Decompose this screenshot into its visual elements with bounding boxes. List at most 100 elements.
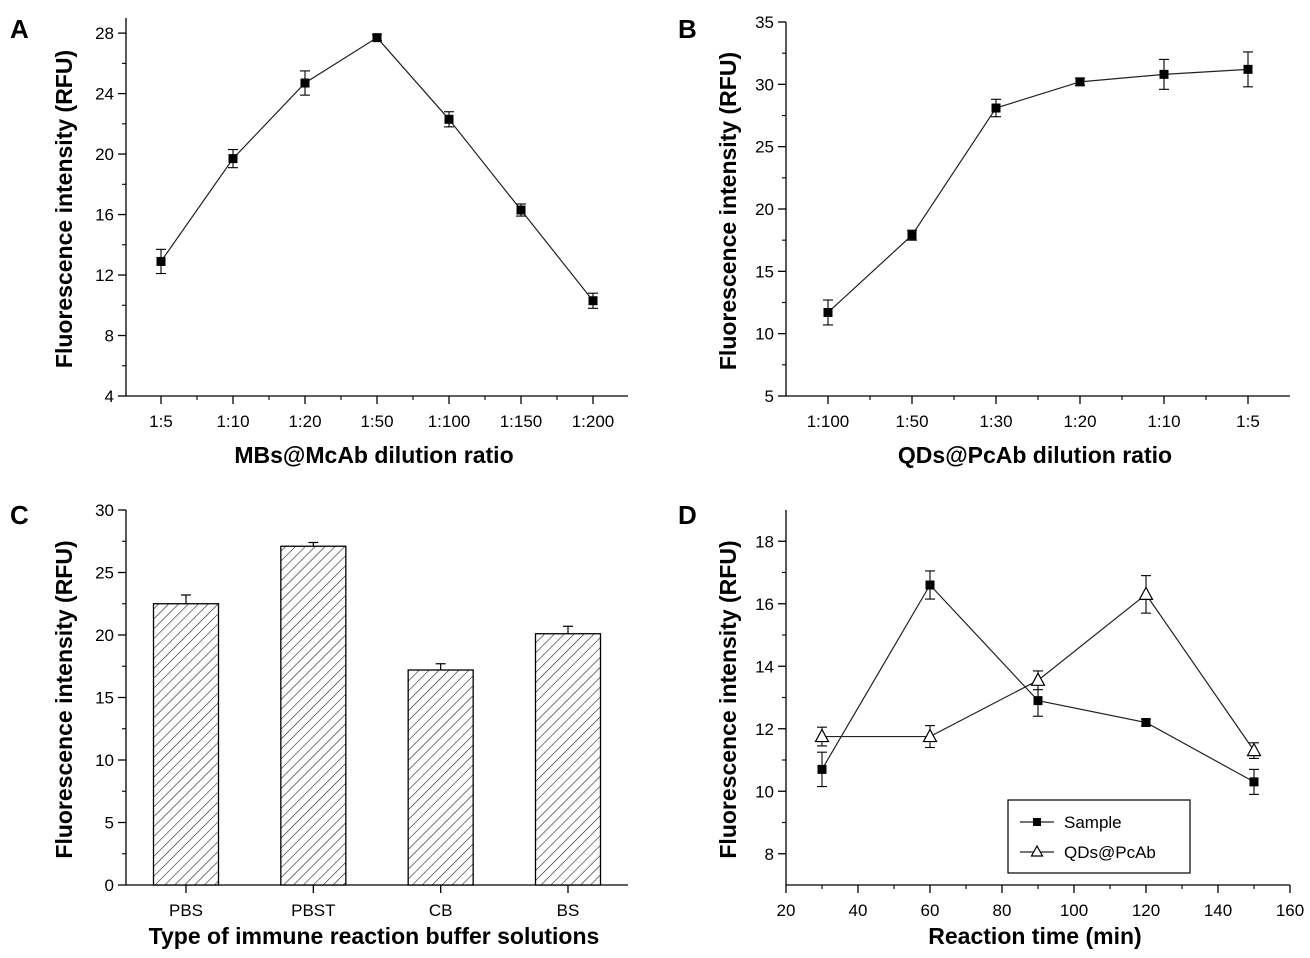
data-point: [588, 296, 598, 306]
y-tick-label: 16: [755, 595, 774, 614]
data-point: [1033, 696, 1043, 706]
x-tick-label: 140: [1204, 901, 1232, 920]
legend-box: [1007, 799, 1191, 874]
y-tick-label: 20: [755, 200, 774, 219]
y-tick-label: 15: [95, 689, 114, 708]
x-tick-label: BS: [557, 901, 580, 920]
x-tick-label: 1:50: [895, 412, 928, 431]
x-tick-label: 1:20: [1063, 412, 1096, 431]
y-tick-label: 5: [765, 387, 774, 406]
panel-b: B 5 10 15 20 25 30 35 1:100 1:50 1:30 1:20 1:10 1:5 QD…: [678, 13, 1290, 468]
panel-letter: C: [10, 500, 29, 530]
y-axis-title: Fluorescence intensity (RFU): [51, 540, 77, 858]
y-tick-label: 24: [95, 85, 114, 104]
x-tick-label: PBS: [169, 901, 203, 920]
data-point: [823, 307, 833, 317]
data-point: [991, 103, 1001, 113]
data-point: [228, 154, 238, 164]
data-point: [156, 256, 166, 266]
data-point: [1075, 77, 1085, 87]
data-point: [817, 764, 827, 774]
data-point: [814, 728, 830, 743]
x-tick-label: 60: [921, 901, 940, 920]
data-point: [925, 580, 935, 590]
y-tick-label: 10: [95, 751, 114, 770]
data-point: [1159, 69, 1169, 79]
y-tick-label: 12: [755, 720, 774, 739]
x-axis-title: Reaction time (min): [928, 923, 1141, 949]
y-tick-label: 15: [755, 262, 774, 281]
y-tick-label: 20: [95, 626, 114, 645]
y-axis-title: Fluorescence intensity (RFU): [715, 52, 741, 370]
x-tick-label: CB: [429, 901, 453, 920]
legend-marker: [1033, 818, 1041, 826]
y-tick-label: 0: [105, 876, 114, 895]
panel-d: D 8 10 12 14 16 18 20 40 60 80 100 120 140 160 Reaction…: [678, 500, 1304, 949]
series-line: [160, 36, 594, 302]
x-tick-label: 40: [849, 901, 868, 920]
legend-label: QDs@PcAb: [1064, 843, 1156, 862]
x-tick-label: 20: [777, 901, 796, 920]
legend-marker: [1030, 844, 1044, 857]
x-tick-label: 100: [1060, 901, 1088, 920]
x-tick-label: 1:150: [500, 412, 543, 431]
data-point: [1030, 672, 1046, 686]
data-point: [1141, 718, 1151, 727]
y-tick-label: 4: [105, 387, 114, 406]
x-tick-label: 1:20: [288, 412, 321, 431]
y-tick-label: 20: [95, 145, 114, 164]
x-axis-title: QDs@PcAb dilution ratio: [898, 442, 1172, 468]
data-point: [922, 728, 938, 743]
y-tick-label: 25: [755, 138, 774, 157]
panel-letter: D: [678, 500, 697, 530]
data-point: [907, 230, 917, 240]
x-axis-title: MBs@McAb dilution ratio: [234, 442, 513, 468]
data-point: [1243, 64, 1253, 74]
data-point: [516, 205, 526, 215]
y-tick-label: 28: [95, 24, 114, 43]
y-tick-label: 25: [95, 564, 114, 583]
y-tick-label: 10: [755, 325, 774, 344]
data-point: [300, 78, 310, 88]
y-tick-label: 12: [95, 266, 114, 285]
y-tick-label: 8: [105, 327, 114, 346]
panel-c: C 0 5 10 15 20 25 30 PBS PBST CB BS Type of immune r…: [10, 500, 628, 949]
x-tick-label: 1:100: [807, 412, 850, 431]
panel-letter: B: [678, 14, 697, 44]
legend-label: Sample: [1064, 813, 1122, 832]
series-line: [827, 68, 1249, 313]
y-tick-label: 35: [755, 13, 774, 32]
bar-pbst: [280, 545, 347, 886]
data-point: [1249, 777, 1259, 787]
bar-cb: [407, 669, 474, 886]
x-tick-label: 1:50: [360, 412, 393, 431]
y-tick-label: 14: [755, 657, 774, 676]
x-tick-label: 1:10: [1147, 412, 1180, 431]
x-tick-label: 1:30: [979, 412, 1012, 431]
x-tick-label: 1:5: [149, 412, 173, 431]
y-tick-label: 16: [95, 206, 114, 225]
y-tick-label: 18: [755, 532, 774, 551]
y-tick-label: 10: [755, 782, 774, 801]
y-axis-title: Fluorescence intensity (RFU): [715, 540, 741, 858]
y-tick-label: 8: [765, 845, 774, 864]
x-axis-title: Type of immune reaction buffer solutions: [149, 923, 600, 949]
y-tick-label: 30: [95, 501, 114, 520]
x-tick-label: 120: [1132, 901, 1160, 920]
data-point: [1246, 742, 1262, 757]
x-tick-label: 80: [993, 901, 1012, 920]
y-axis-title: Fluorescence intensity (RFU): [51, 50, 77, 368]
x-tick-label: 1:200: [572, 412, 615, 431]
legend: Sample QDs@PcAb: [1007, 799, 1191, 874]
x-tick-label: 1:10: [216, 412, 249, 431]
panel-letter: A: [10, 14, 29, 44]
data-point: [1138, 586, 1154, 600]
y-tick-label: 30: [755, 75, 774, 94]
bar-pbs: [152, 603, 220, 886]
panel-a: A 4 8 12 16 20 24 28 1:5 1:10 1:20 1:50 1:100 1:150 1:…: [10, 14, 628, 468]
x-tick-label: PBST: [291, 901, 335, 920]
x-tick-label: 1:5: [1236, 412, 1260, 431]
data-point: [444, 114, 454, 124]
y-tick-label: 5: [105, 814, 114, 833]
